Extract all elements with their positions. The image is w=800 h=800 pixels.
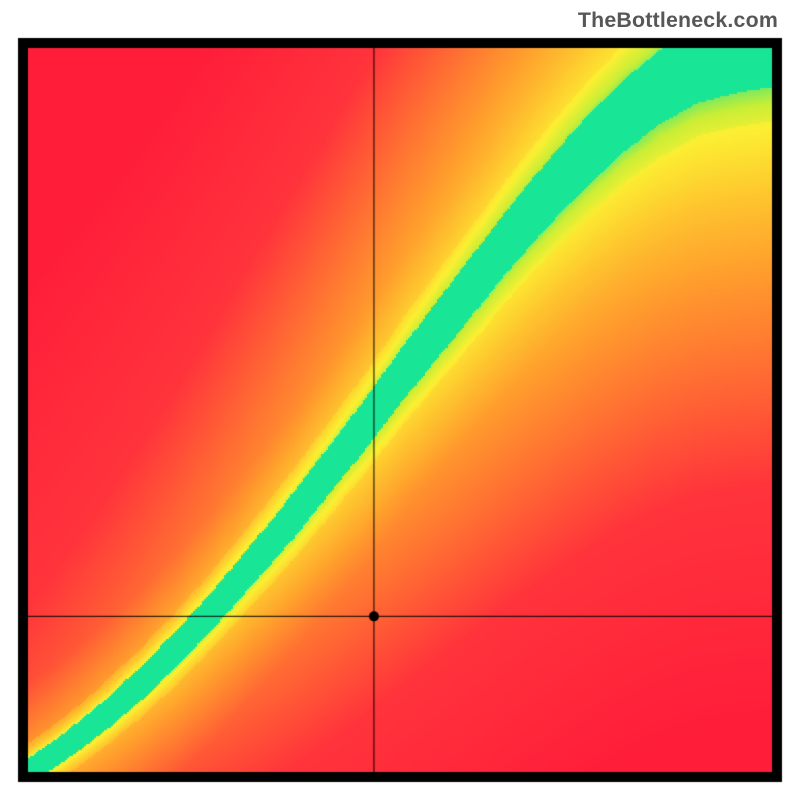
bottleneck-heatmap — [0, 0, 800, 800]
attribution-text: TheBottleneck.com — [578, 8, 778, 33]
